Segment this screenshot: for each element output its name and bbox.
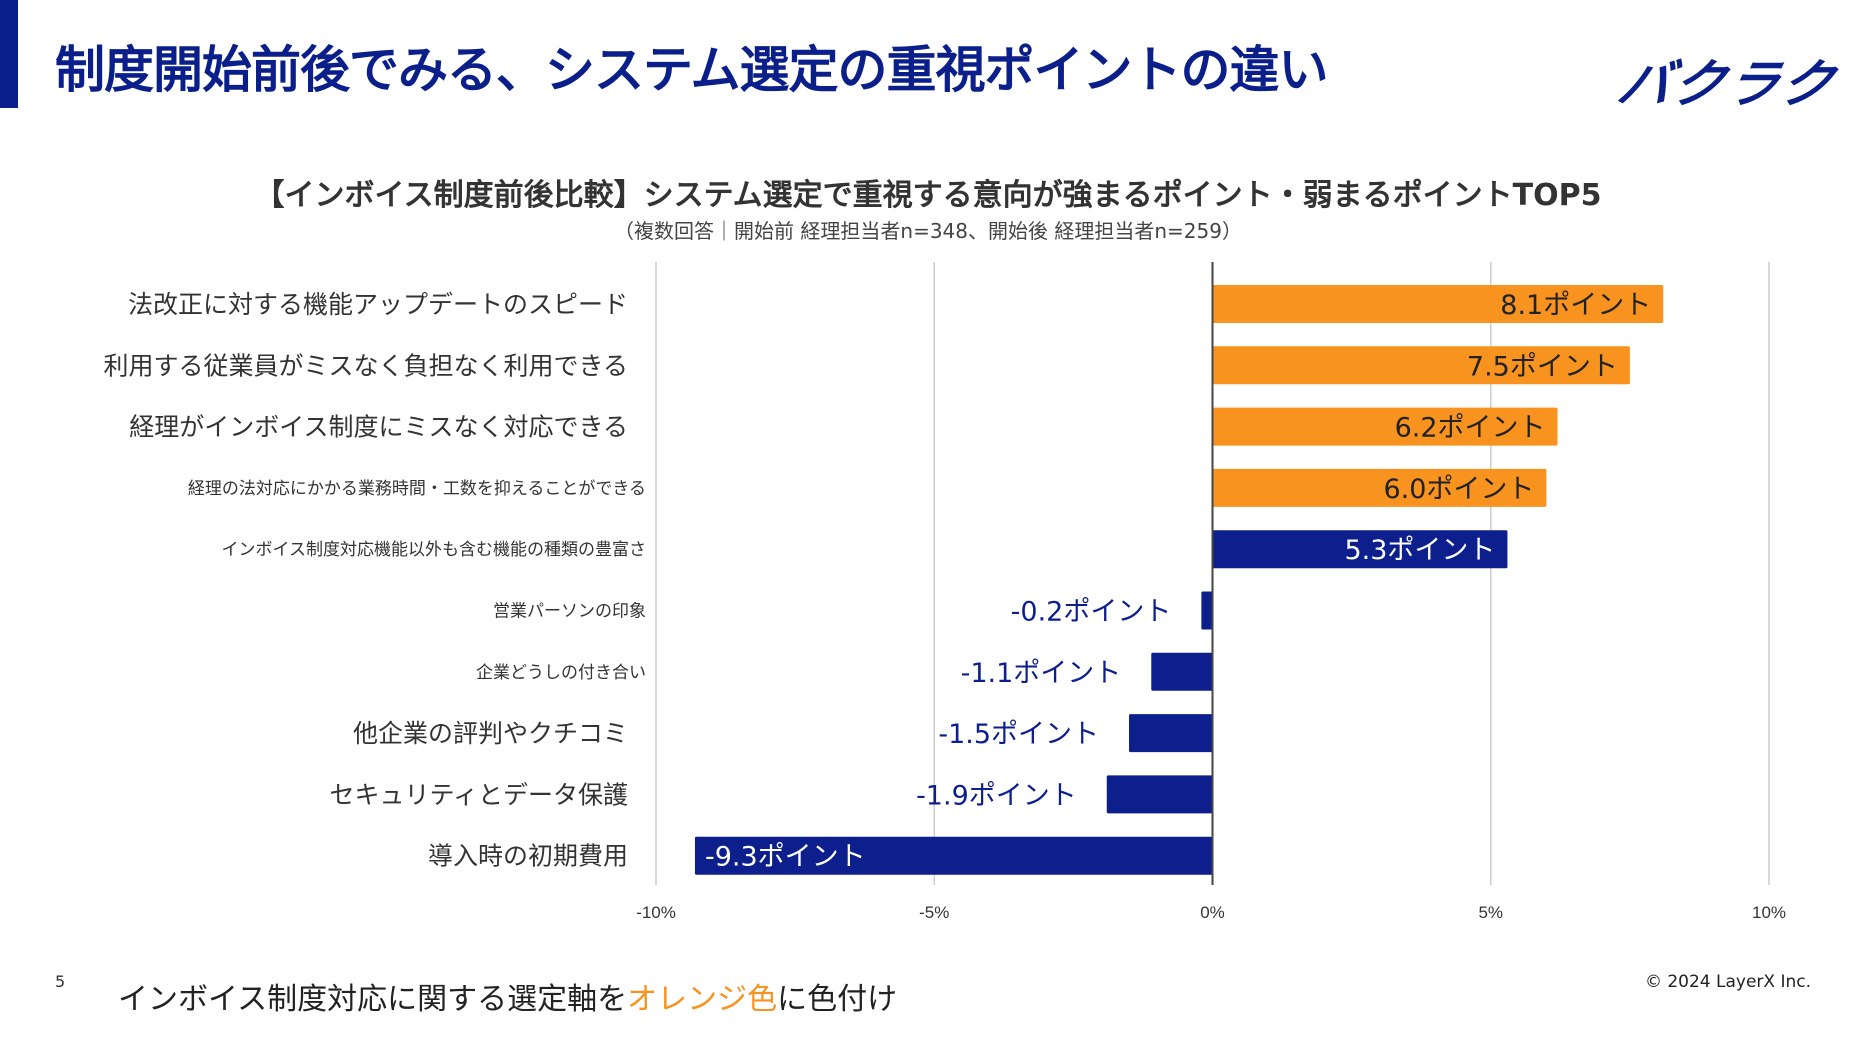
data-label: 7.5ポイント (1467, 351, 1618, 382)
category-label: 経理の法対応にかかる業務時間・工数を抑えることができる (188, 479, 646, 499)
data-label: -1.9ポイント (916, 780, 1077, 811)
footer-note-prefix: インボイス制度対応に関する選定軸を (118, 982, 628, 1017)
bar (1212, 407, 1558, 446)
category-label: 経理がインボイス制度にミスなく対応できる (129, 413, 628, 442)
bar (1201, 591, 1213, 630)
category-label: 法改正に対する機能アップデートのスピード (128, 290, 628, 319)
data-label: 6.0ポイント (1383, 474, 1534, 505)
category-label: 利用する従業員がミスなく負担なく利用できる (103, 351, 628, 380)
bar (694, 836, 1213, 875)
data-label: 8.1ポイント (1500, 290, 1651, 321)
x-tick-label: 5% (1478, 903, 1503, 922)
chart-title: 【インボイス制度前後比較】システム選定で重視する意向が強まるポイント・弱まるポイ… (254, 178, 1602, 213)
category-label: 他企業の評判やクチコミ (353, 719, 628, 748)
footer-note-suffix: に色付け (777, 982, 898, 1017)
footer-note-highlight: オレンジ色 (627, 982, 778, 1017)
bar (1212, 346, 1630, 385)
data-label: 5.3ポイント (1344, 535, 1495, 566)
footer-note: インボイス制度対応に関する選定軸をオレンジ色に色付け (118, 974, 897, 1018)
x-tick-label: -10% (636, 903, 676, 922)
bar (1212, 285, 1664, 323)
page-number: 5 (55, 972, 66, 991)
bar (1212, 468, 1547, 507)
category-label: セキュリティとデータ保護 (329, 780, 628, 809)
data-label: -1.1ポイント (961, 658, 1122, 689)
copyright: © 2024 LayerX Inc. (1644, 972, 1811, 992)
bar (1129, 714, 1213, 753)
data-label: -9.3ポイント (705, 842, 866, 873)
page-title: 制度開始前後でみる、システム選定の重視ポイントの違い (55, 41, 1328, 99)
bar (1106, 775, 1213, 814)
bar (1212, 530, 1508, 569)
x-tick-label: 0% (1200, 903, 1225, 922)
category-label: 導入時の初期費用 (428, 842, 628, 871)
data-label: -1.5ポイント (938, 719, 1099, 750)
category-label: インボイス制度対応機能以外も含む機能の種類の豊富さ (222, 540, 647, 560)
x-tick-label: 10% (1752, 903, 1786, 922)
title-accent-bar (0, 0, 18, 108)
chart-subtitle: （複数回答｜開始前 経理担当者n=348、開始後 経理担当者n=259） (614, 219, 1242, 243)
data-label: 6.2ポイント (1395, 413, 1546, 444)
x-tick-label: -5% (919, 903, 949, 922)
data-label: -0.2ポイント (1011, 597, 1172, 628)
bar (1151, 652, 1213, 691)
category-label: 企業どうしの付き合い (476, 663, 646, 683)
category-label: 営業パーソンの印象 (493, 602, 646, 622)
